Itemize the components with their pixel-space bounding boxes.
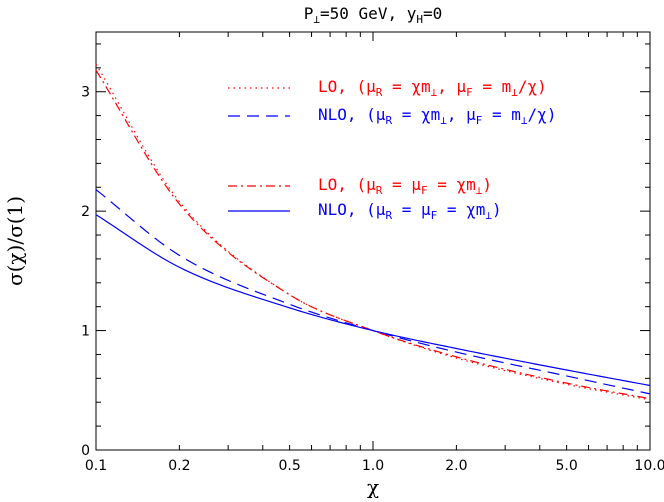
legend-entry: LO, (μR = χm⊥, μF = m⊥/χ) (318, 77, 547, 99)
x-tick-label: 1.0 (362, 458, 384, 474)
legend-entry: LO, (μR = μF = χm⊥) (318, 175, 492, 197)
x-tick-label: 0.1 (85, 458, 107, 474)
y-axis-label: σ(χ)/σ(1) (3, 196, 27, 286)
x-tick-label: 0.2 (168, 458, 190, 474)
y-tick-label: 2 (81, 204, 90, 220)
axis-ticks: 0.1 0.2 0.5 1.0 2.0 5.0 10.0 0 1 2 3 (81, 32, 664, 474)
x-tick-label: 5.0 (555, 458, 577, 474)
x-tick-label: 10.0 (634, 458, 664, 474)
y-tick-label: 1 (81, 324, 90, 340)
x-axis-label: χ (367, 475, 379, 499)
series-line-3 (95, 69, 651, 400)
legend-entry: NLO, (μR = χm⊥, μF = m⊥/χ) (318, 105, 556, 127)
series-layer (95, 63, 651, 401)
legend: LO, (μR = χm⊥, μF = m⊥/χ) NLO, (μR = χm⊥,… (228, 77, 556, 222)
x-tick-label: 0.5 (278, 458, 300, 474)
series-line-2 (95, 189, 651, 395)
y-tick-label: 3 (81, 85, 90, 101)
x-tick-label: 2.0 (445, 458, 467, 474)
chart-title: P⊥=50 GeV, yH=0 (304, 4, 442, 26)
legend-entry: NLO, (μR = μF = χm⊥) (318, 200, 502, 222)
series-line-4 (95, 214, 651, 387)
y-tick-label: 0 (81, 443, 90, 459)
